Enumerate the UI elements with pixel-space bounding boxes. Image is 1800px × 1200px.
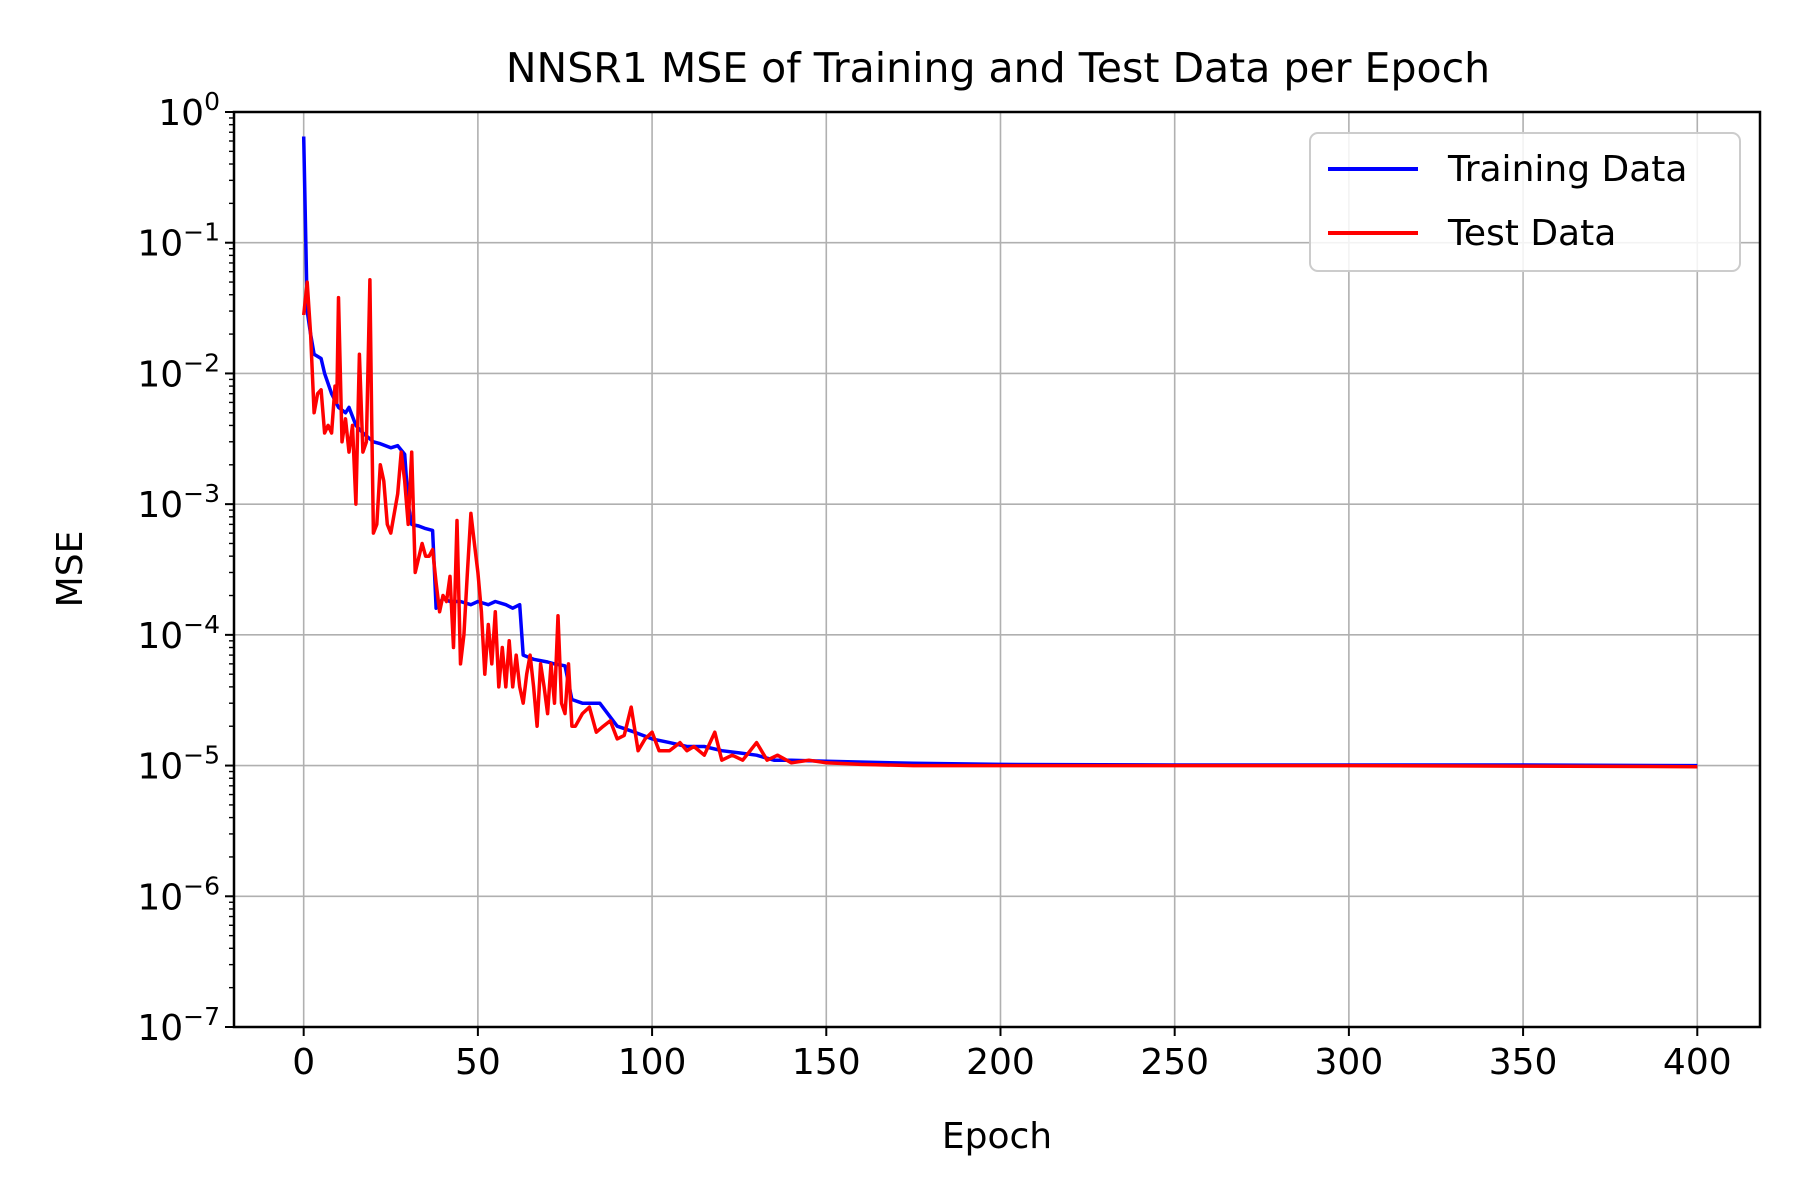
x-tick-label: 350 — [1489, 1042, 1558, 1083]
x-tick-label: 150 — [792, 1042, 861, 1083]
y-tick-label: 100 — [158, 87, 220, 134]
x-tick-label: 400 — [1663, 1042, 1732, 1083]
x-axis-label: Epoch — [942, 1116, 1052, 1157]
x-axis-ticks: 0 50 100 150 200 250 300 350 400 — [292, 1027, 1732, 1083]
x-tick-label: 300 — [1315, 1042, 1384, 1083]
x-tick-label: 0 — [292, 1042, 315, 1083]
y-tick-label: 10−3 — [137, 479, 220, 526]
series-lines — [301, 136, 1698, 769]
y-tick-label: 10−2 — [137, 348, 220, 395]
legend-label-test: Test Data — [1447, 213, 1616, 254]
series-line-test — [301, 278, 1698, 769]
x-tick-label: 100 — [618, 1042, 687, 1083]
x-tick-label: 50 — [455, 1042, 501, 1083]
plot-frame — [232, 110, 1762, 1029]
y-tick-label: 10−5 — [137, 741, 220, 788]
x-tick-label: 200 — [966, 1042, 1035, 1083]
y-tick-label: 10−6 — [137, 871, 220, 918]
y-tick-label: 10−7 — [137, 1002, 220, 1049]
legend: Training Data Test Data — [1309, 132, 1741, 272]
x-tick-label: 250 — [1140, 1042, 1209, 1083]
y-tick-label: 10−1 — [137, 218, 220, 265]
y-axis-ticks: 10−7 10−6 10−5 10−4 10−3 10−2 10−1 100 — [137, 87, 234, 1049]
series-line-training — [301, 136, 1698, 768]
legend-label-training: Training Data — [1447, 149, 1687, 190]
y-axis-label: MSE — [50, 531, 91, 608]
y-tick-label: 10−4 — [137, 610, 220, 657]
chart-title: NNSR1 MSE of Training and Test Data per … — [506, 44, 1490, 92]
